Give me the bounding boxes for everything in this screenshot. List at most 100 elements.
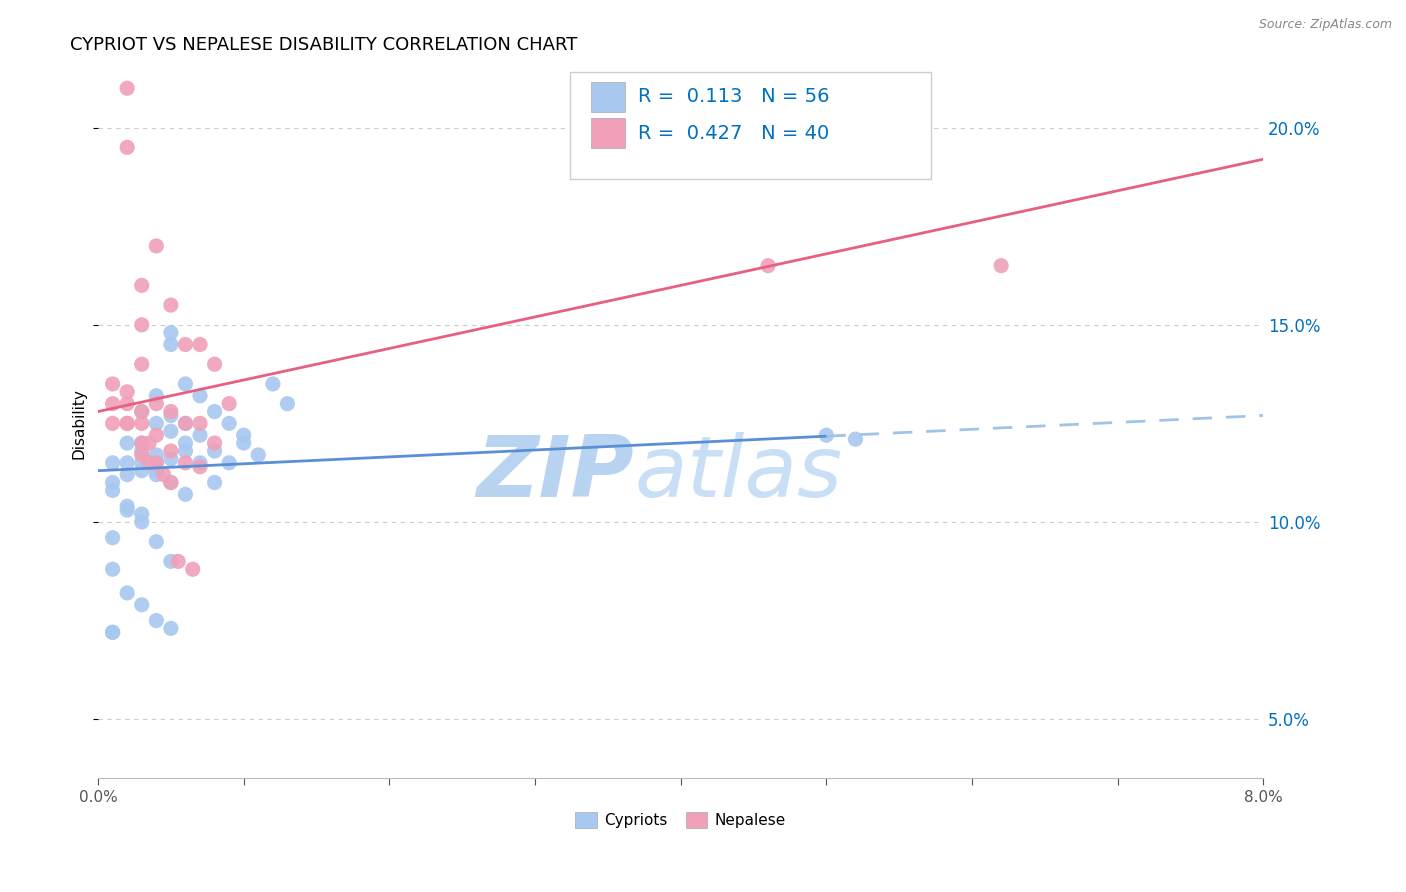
Point (101, 625, 124, 640)
Point (145, 456, 167, 470)
Point (131, 404, 153, 418)
Point (115, 81, 138, 95)
Point (138, 436, 160, 450)
Point (131, 357, 153, 371)
Point (101, 417, 124, 431)
Point (138, 456, 160, 470)
Point (990, 259, 1012, 273)
Point (218, 397, 240, 411)
Point (174, 487, 197, 501)
Point (115, 140, 138, 154)
Point (131, 278, 153, 293)
Text: R =  0.427   N = 40: R = 0.427 N = 40 (637, 124, 828, 143)
Point (145, 397, 167, 411)
Point (131, 444, 153, 458)
Point (115, 499, 138, 513)
Point (188, 389, 211, 403)
Point (160, 554, 183, 568)
Point (160, 621, 183, 635)
Point (188, 337, 211, 351)
Point (115, 456, 138, 470)
Point (174, 444, 197, 458)
Point (131, 436, 153, 450)
Point (131, 318, 153, 332)
Point (247, 448, 270, 462)
Point (145, 614, 167, 628)
Point (188, 456, 211, 470)
FancyBboxPatch shape (591, 119, 624, 148)
Point (131, 598, 153, 612)
Point (756, 259, 779, 273)
Point (115, 417, 138, 431)
Point (160, 451, 183, 466)
Point (131, 404, 153, 418)
Point (101, 625, 124, 640)
Point (145, 239, 167, 253)
Point (218, 456, 240, 470)
Point (262, 376, 284, 391)
Point (101, 483, 124, 498)
Text: Source: ZipAtlas.com: Source: ZipAtlas.com (1258, 18, 1392, 31)
Point (131, 417, 153, 431)
Point (174, 417, 197, 431)
Point (160, 298, 183, 312)
Point (145, 467, 167, 482)
Point (115, 586, 138, 600)
FancyBboxPatch shape (569, 72, 931, 178)
Point (188, 459, 211, 474)
Point (115, 397, 138, 411)
Text: ZIP: ZIP (477, 432, 634, 515)
Point (115, 417, 138, 431)
Point (115, 503, 138, 517)
Point (145, 456, 167, 470)
Point (145, 448, 167, 462)
Point (160, 326, 183, 340)
Point (174, 376, 197, 391)
Point (188, 428, 211, 442)
Y-axis label: Disability: Disability (72, 388, 86, 458)
Point (131, 507, 153, 521)
Point (115, 384, 138, 399)
Point (232, 436, 254, 450)
Point (145, 389, 167, 403)
Point (145, 534, 167, 549)
Point (160, 475, 183, 490)
Legend: Cypriots, Nepalese: Cypriots, Nepalese (569, 806, 793, 834)
Point (145, 417, 167, 431)
Text: R =  0.113   N = 56: R = 0.113 N = 56 (637, 87, 830, 105)
Point (101, 376, 124, 391)
Point (152, 467, 174, 482)
Point (160, 404, 183, 418)
Point (145, 428, 167, 442)
Point (160, 424, 183, 438)
Point (204, 475, 226, 490)
Point (101, 562, 124, 576)
Point (101, 475, 124, 490)
Point (181, 562, 204, 576)
Point (204, 404, 226, 418)
Point (160, 475, 183, 490)
Point (101, 397, 124, 411)
Point (174, 456, 197, 470)
Point (232, 428, 254, 442)
Point (131, 456, 153, 470)
Point (160, 444, 183, 458)
Point (115, 436, 138, 450)
FancyBboxPatch shape (591, 82, 624, 112)
Point (188, 417, 211, 431)
Point (174, 417, 197, 431)
Point (204, 436, 226, 450)
Point (204, 357, 226, 371)
Point (101, 456, 124, 470)
Point (131, 515, 153, 529)
Point (131, 448, 153, 462)
Point (815, 428, 838, 442)
Point (131, 436, 153, 450)
Point (115, 467, 138, 482)
Text: atlas: atlas (634, 432, 842, 515)
Text: CYPRIOT VS NEPALESE DISABILITY CORRELATION CHART: CYPRIOT VS NEPALESE DISABILITY CORRELATI… (70, 36, 578, 54)
Point (131, 464, 153, 478)
Point (160, 409, 183, 423)
Point (276, 397, 298, 411)
Point (204, 444, 226, 458)
